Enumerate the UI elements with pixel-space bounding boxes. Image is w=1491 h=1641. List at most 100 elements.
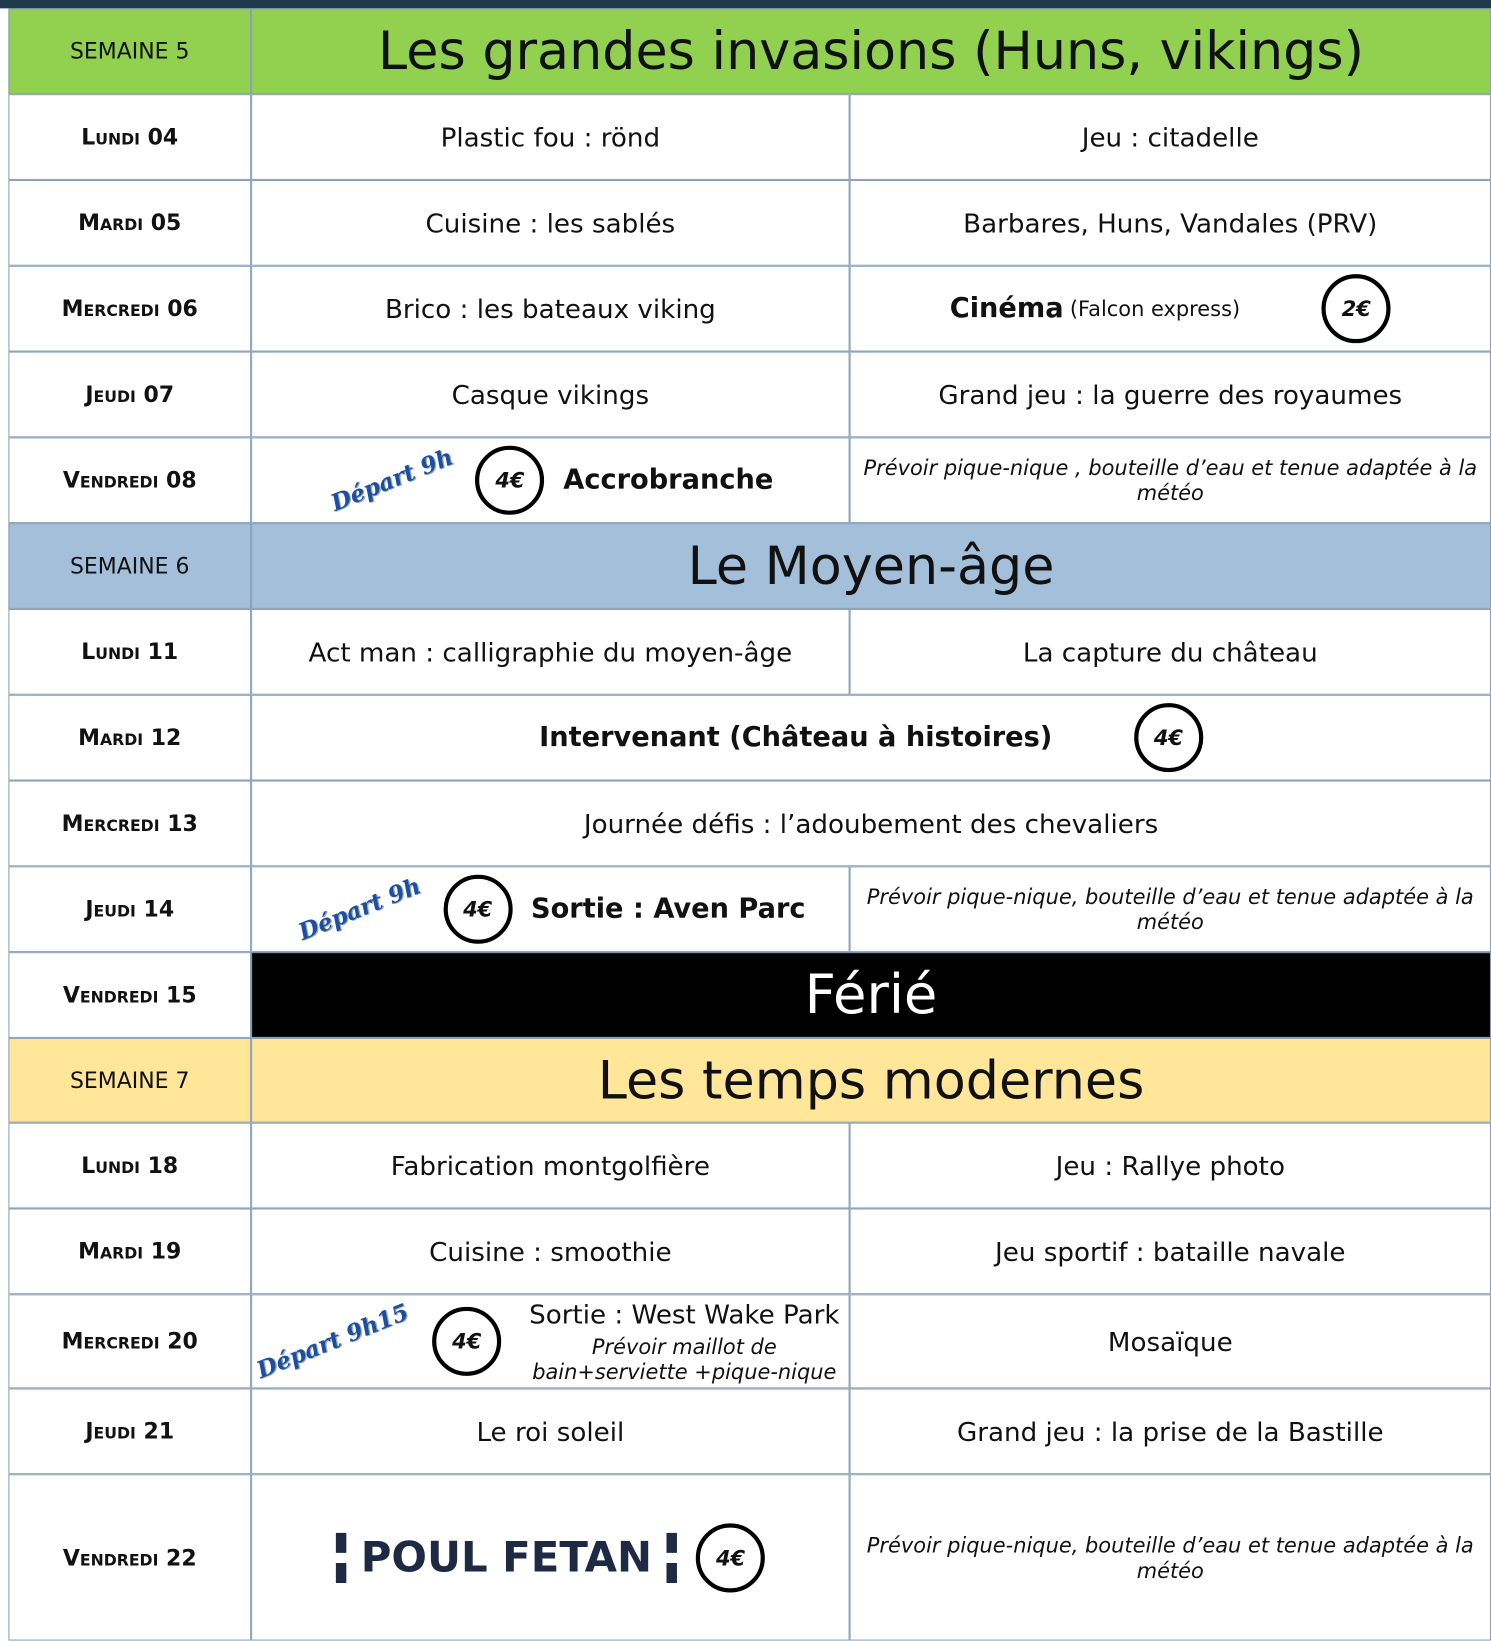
activity-cell: Prévoir pique-nique, bouteille d’eau et … — [849, 866, 1491, 953]
activity-note: Prévoir maillot de bain+serviette +pique… — [532, 1333, 837, 1384]
activity-cell: Mosaïque — [849, 1294, 1491, 1389]
activity-note: Prévoir pique-nique, bouteille d’eau et … — [866, 1532, 1474, 1583]
activity-text: Brico : les bateaux viking — [384, 293, 716, 324]
activity-cell: Intervenant (Château à histoires) 4€ — [251, 694, 1491, 781]
activity-cell: Jeu : Rallye photo — [849, 1122, 1491, 1209]
week-label: SEMAINE 5 — [69, 38, 190, 64]
day-label: Jeudi 14 — [85, 896, 175, 922]
activity-block: Sortie : West Wake Park Prévoir maillot d… — [520, 1299, 848, 1384]
day-label: Mercredi 13 — [61, 810, 198, 836]
day-cell: Lundi 18 — [8, 1122, 252, 1209]
activity-text: Sortie : West Wake Park — [529, 1298, 840, 1330]
day-label: Mardi 05 — [78, 210, 182, 236]
day-cell: Mercredi 13 — [8, 780, 252, 867]
activity-text: Act man : calligraphie du moyen-âge — [308, 636, 793, 668]
day-cell: Mercredi 20 — [8, 1294, 252, 1389]
price-badge: 4€ — [443, 874, 513, 944]
activity-text: Journée défis : l’adoubement des chevali… — [583, 808, 1159, 839]
activity-cell: Le roi soleil — [251, 1388, 850, 1475]
day-label: Mercredi 20 — [61, 1328, 198, 1354]
price-badge: 4€ — [432, 1306, 502, 1376]
activity-cell: Prévoir pique-nique, bouteille d’eau et … — [849, 1474, 1491, 1641]
week-title-cell: Les temps modernes — [251, 1037, 1491, 1123]
activity-cell: Fabrication montgolfière — [251, 1122, 850, 1209]
day-cell: Vendredi 22 — [8, 1474, 252, 1641]
logo-text: POUL FETAN — [335, 1532, 678, 1583]
week-label-cell: SEMAINE 5 — [8, 8, 252, 95]
activity-text: Plastic fou : rönd — [440, 121, 661, 153]
day-label: Jeudi 07 — [85, 381, 175, 408]
day-label: Lundi 04 — [81, 124, 179, 150]
day-cell: Mardi 19 — [8, 1208, 252, 1295]
price-badge: 2€ — [1321, 274, 1391, 344]
activity-title: Intervenant (Château à histoires) — [539, 721, 1053, 754]
activity-cell: Barbares, Huns, Vandales (PRV) — [849, 179, 1491, 266]
week-title: Les temps modernes — [597, 1049, 1145, 1111]
day-label: Vendredi 15 — [62, 982, 197, 1008]
day-cell: Lundi 11 — [8, 608, 252, 695]
week-title-cell: Les grandes invasions (Huns, vikings) — [251, 8, 1491, 95]
activity-note: Prévoir pique-nique , bouteille d’eau et… — [863, 455, 1478, 506]
activity-text: Cuisine : smoothie — [429, 1236, 672, 1267]
day-label: Lundi 11 — [81, 639, 179, 665]
price-badge: 4€ — [696, 1522, 766, 1592]
day-cell: Vendredi 15 — [8, 952, 252, 1038]
price-badge: 4€ — [475, 445, 545, 515]
activity-cell: La capture du château — [849, 608, 1491, 695]
activity-cell: Prévoir pique-nique , bouteille d’eau et… — [849, 437, 1491, 524]
price-badge: 4€ — [1133, 703, 1203, 773]
activity-text: Le roi soleil — [476, 1416, 625, 1447]
activity-cell: Jeu sportif : bataille navale — [849, 1208, 1491, 1295]
activity-cell: Départ 9h 4€ Accrobranche — [251, 437, 850, 524]
holiday-text: Férié — [804, 963, 938, 1027]
activity-cell: Départ 9h 4€ Sortie : Aven Parc — [251, 866, 850, 953]
top-bar — [0, 0, 1491, 9]
week-title: Les grandes invasions (Huns, vikings) — [378, 20, 1365, 82]
activity-text: Cuisine : les sablés — [425, 207, 676, 239]
activity-cell: Journée défis : l’adoubement des chevali… — [251, 780, 1491, 867]
activity-text: Grand jeu : la prise de la Bastille — [956, 1416, 1384, 1447]
activity-cell: Plastic fou : rönd — [251, 94, 850, 180]
day-cell: Mardi 12 — [8, 694, 252, 781]
activity-cell: Brico : les bateaux viking — [251, 265, 850, 352]
activity-title: Cinéma — [949, 292, 1064, 325]
day-cell: Jeudi 21 — [8, 1388, 252, 1475]
week-title: Le Moyen-âge — [687, 535, 1055, 597]
activity-text: Casque vikings — [451, 379, 650, 410]
activity-title: Accrobranche — [563, 464, 774, 496]
activity-text: Fabrication montgolfière — [390, 1150, 710, 1181]
activity-text: La capture du château — [1022, 636, 1318, 668]
activity-note: Prévoir pique-nique, bouteille d’eau et … — [866, 884, 1474, 935]
week-label: SEMAINE 6 — [69, 553, 190, 579]
day-label: Mercredi 06 — [61, 296, 198, 322]
day-cell: Jeudi 14 — [8, 866, 252, 953]
week-label: SEMAINE 7 — [69, 1067, 190, 1093]
activity-cell: Férié — [251, 952, 1491, 1038]
activity-cell: Act man : calligraphie du moyen-âge — [251, 608, 850, 695]
day-cell: Vendredi 08 — [8, 437, 252, 524]
activity-text: Jeu sportif : bataille navale — [995, 1236, 1346, 1267]
activity-cell: Cuisine : les sablés — [251, 179, 850, 266]
activity-title: Sortie : Aven Parc — [531, 893, 806, 925]
day-cell: Lundi 04 — [8, 94, 252, 180]
activity-cell: Jeu : citadelle — [849, 94, 1491, 180]
activity-cell: Cuisine : smoothie — [251, 1208, 850, 1295]
day-label: Jeudi 21 — [85, 1418, 175, 1444]
activity-cell: Casque vikings — [251, 351, 850, 438]
activity-text: Grand jeu : la guerre des royaumes — [938, 379, 1403, 410]
activity-cell: Cinéma (Falcon express) 2€ — [849, 265, 1491, 352]
activity-cell: Départ 9h15 4€ Sortie : West Wake Park Prév… — [251, 1294, 850, 1389]
activity-text: Barbares, Huns, Vandales (PRV) — [963, 207, 1378, 239]
activity-text: Jeu : citadelle — [1081, 121, 1259, 153]
day-label: Lundi 18 — [81, 1153, 179, 1179]
day-label: Vendredi 08 — [62, 467, 197, 493]
day-cell: Jeudi 07 — [8, 351, 252, 438]
activity-text: Mosaïque — [1107, 1326, 1233, 1357]
departure-time: Départ 9h15 — [252, 1298, 413, 1385]
activity-text: Jeu : Rallye photo — [1055, 1150, 1285, 1181]
activity-cell: Grand jeu : la prise de la Bastille — [849, 1388, 1491, 1475]
day-label: Mardi 12 — [78, 725, 182, 751]
departure-time: Départ 9h — [327, 443, 457, 518]
activity-cell: POUL FETAN 4€ — [251, 1474, 850, 1641]
